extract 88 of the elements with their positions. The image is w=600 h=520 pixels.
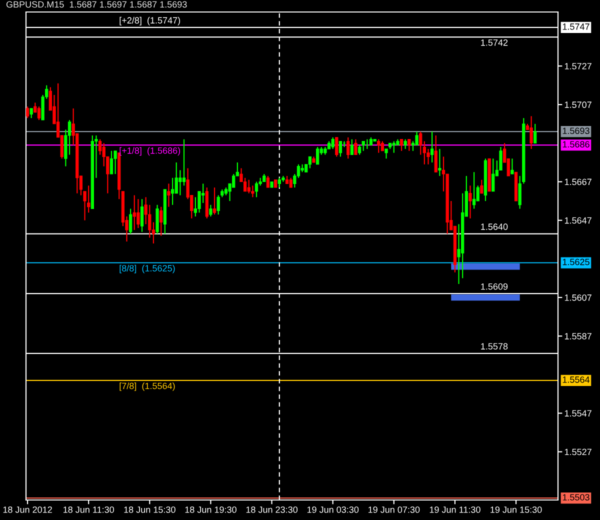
- candlestick: [510, 158, 514, 175]
- candlestick: [160, 206, 163, 236]
- candlestick: [480, 179, 484, 194]
- candlestick: [182, 138, 186, 186]
- candlestick: [384, 148, 388, 160]
- annotation: 1.5742: [481, 39, 508, 46]
- candlestick: [114, 150, 117, 175]
- candlestick: [350, 138, 354, 156]
- candlestick: [338, 140, 342, 158]
- candlestick: [278, 177, 281, 188]
- candlestick: [37, 106, 41, 121]
- candlestick: [216, 194, 220, 216]
- candlestick: [419, 131, 422, 156]
- x-tick-label: 18 Jun 11:30: [64, 506, 114, 513]
- x-tick-label: 18 Jun 2012: [3, 506, 52, 513]
- chart-title: GBPUSD.M15 1.5687 1.5697 1.5687 1.5693: [6, 1, 187, 8]
- annotation: [+1/8] (1.5686): [120, 147, 180, 156]
- candlestick: [212, 186, 216, 216]
- candlestick: [335, 136, 338, 158]
- ref-line-label: 1.5564: [562, 376, 590, 383]
- candlestick: [362, 140, 365, 152]
- candlestick: [422, 140, 426, 165]
- candlestick: [68, 119, 72, 156]
- candlestick: [140, 198, 144, 232]
- x-tick-label: 19 Jun 07:30: [368, 506, 420, 513]
- candlestick: [377, 138, 380, 154]
- y-tick-label: 1.5607: [564, 294, 592, 301]
- candlestick: [156, 204, 159, 234]
- candlestick: [209, 204, 212, 218]
- candlestick: [400, 138, 404, 152]
- annotation: 1.5578: [481, 343, 508, 350]
- candlestick: [232, 173, 236, 188]
- candlestick: [346, 136, 350, 160]
- annotation: [8/8] (1.5625): [120, 264, 175, 274]
- candlestick: [392, 140, 396, 154]
- candlestick: [492, 158, 495, 192]
- candlestick: [534, 123, 537, 144]
- candlestick: [331, 136, 334, 150]
- candlestick: [98, 138, 102, 156]
- candlestick: [128, 208, 132, 234]
- x-tick-label: 19 Jun 03:30: [307, 506, 359, 513]
- candlestick: [430, 131, 434, 164]
- annotation: [7/8] (1.5564): [120, 382, 175, 391]
- ref-line-label: 1.5686: [562, 141, 590, 148]
- y-tick-label: 1.5547: [564, 410, 592, 417]
- candlestick: [243, 177, 247, 192]
- annotation: 1.5640: [481, 224, 508, 230]
- candlestick: [247, 179, 250, 194]
- ref-line-label: 1.5625: [562, 258, 590, 266]
- candlestick: [358, 144, 362, 156]
- ref-line-label: 1.5747: [562, 24, 590, 30]
- annotation: 1.5609: [481, 283, 508, 290]
- candlestick: [404, 138, 407, 150]
- candlestick: [316, 146, 320, 165]
- candlestick: [468, 185, 472, 219]
- x-tick-label: 19 Jun 11:30: [430, 506, 480, 513]
- y-tick-label: 1.5707: [564, 102, 592, 108]
- candlestick: [289, 177, 292, 188]
- candlestick: [408, 138, 411, 152]
- candlestick: [266, 175, 270, 188]
- candlestick: [30, 108, 33, 119]
- y-tick-label: 1.5727: [564, 62, 592, 70]
- candlestick: [438, 148, 442, 177]
- y-tick-label: 1.5667: [564, 178, 592, 186]
- x-tick-label: 18 Jun 23:30: [246, 506, 298, 513]
- y-tick-label: 1.5527: [564, 448, 592, 456]
- candlestick: [308, 156, 312, 169]
- candlestick: [132, 194, 136, 231]
- candlestick: [26, 106, 30, 119]
- ref-line-label: 1.5503: [562, 494, 590, 500]
- candlestick: [110, 150, 114, 175]
- annotation: [+2/8] (1.5747): [120, 16, 180, 26]
- candlestick: [170, 177, 174, 206]
- candlestick: [178, 170, 182, 196]
- candlestick: [254, 181, 258, 198]
- ref-line-label: 1.5693: [562, 128, 590, 134]
- candlestick: [136, 198, 140, 229]
- x-tick-label: 18 Jun 15:30: [124, 506, 176, 513]
- candlestick: [167, 183, 170, 208]
- x-tick-label: 19 Jun 15:30: [490, 506, 542, 513]
- candlestick: [472, 172, 476, 210]
- candlestick: [380, 140, 384, 152]
- candlestick: [434, 134, 438, 173]
- y-tick-label: 1.5587: [564, 333, 592, 340]
- candlestick: [354, 138, 358, 156]
- candlestick: [530, 116, 533, 150]
- x-tick-label: 18 Jun 19:30: [185, 506, 236, 513]
- y-tick-label: 1.5647: [564, 217, 592, 224]
